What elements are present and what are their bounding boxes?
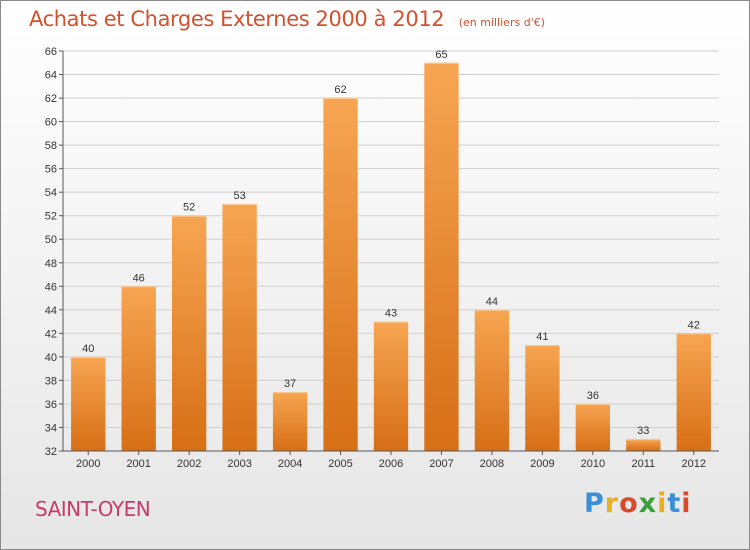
value-label: 40: [82, 343, 94, 355]
bar-2010: [575, 403, 611, 451]
chart-title: Achats et Charges Externes 2000 à 2012: [29, 7, 445, 31]
logo-letter: i: [657, 488, 668, 519]
y-tick-label: 56: [45, 164, 57, 176]
bar-2006: [373, 321, 409, 451]
y-tick-label: 46: [45, 281, 57, 293]
logo-letter: o: [619, 488, 639, 519]
value-label: 62: [334, 84, 346, 96]
logo-letter: i: [681, 488, 692, 519]
x-tick-label: 2006: [379, 458, 403, 470]
logo-letter: t: [667, 488, 682, 519]
y-tick-label: 36: [45, 399, 57, 411]
x-tick-label: 2008: [480, 458, 504, 470]
logo-letter: x: [638, 488, 658, 519]
value-label: 65: [435, 49, 447, 61]
x-tick-label: 2007: [429, 458, 453, 470]
bar-2011: [626, 439, 661, 451]
labels: 40 2000 46 2001 52 2002 53 2003 37 2004 62 2005 43 20…: [76, 49, 706, 470]
y-tick-label: 58: [45, 140, 57, 152]
bar-2008: [474, 309, 510, 451]
y-tick-label: 40: [45, 352, 57, 364]
x-tick-label: 2011: [631, 458, 655, 470]
y-tick-label: 50: [45, 234, 57, 246]
value-label: 43: [385, 308, 397, 320]
x-tick-label: 2010: [581, 458, 605, 470]
bar-2000: [71, 356, 106, 451]
y-tick-label: 64: [45, 70, 57, 82]
x-tick-label: 2012: [682, 458, 706, 470]
logo-letter: P: [584, 488, 605, 519]
value-label: 52: [183, 202, 195, 214]
y-tick-label: 48: [45, 258, 57, 270]
value-label: 42: [688, 319, 700, 331]
bar-2007: [424, 62, 459, 451]
y-tick-label: 34: [45, 422, 57, 434]
bar-2001: [121, 286, 156, 451]
bars: [71, 62, 711, 451]
value-label: 41: [536, 331, 548, 343]
chart-subtitle: (en milliers d'€): [458, 16, 545, 29]
value-label: 36: [587, 390, 599, 402]
bar-2005: [323, 98, 358, 451]
bar-2002: [171, 215, 207, 451]
y-tick-label: 54: [45, 187, 57, 199]
y-tick-label: 52: [45, 211, 57, 223]
proxiti-logo[interactable]: Proxiti: [584, 488, 692, 519]
y-tick-label: 62: [45, 93, 57, 105]
value-label: 46: [133, 272, 145, 284]
bar-2003: [222, 203, 257, 451]
commune-name: SAINT-OYEN: [35, 497, 151, 521]
value-label: 33: [637, 425, 649, 437]
bar-2004: [272, 392, 308, 451]
title-row: Achats et Charges Externes 2000 à 2012 (…: [29, 7, 545, 31]
x-tick-label: 2001: [126, 458, 150, 470]
y-tick-label: 42: [45, 328, 57, 340]
y-tick-label: 44: [45, 305, 57, 317]
x-tick-label: 2000: [76, 458, 100, 470]
axes: 32 34 36 38 40 42 44 46 48 50 52 54 56 58 60 62 64 66: [45, 46, 719, 458]
y-tick-label: 66: [45, 46, 57, 58]
x-tick-label: 2002: [177, 458, 201, 470]
y-tick-label: 32: [45, 446, 57, 458]
x-tick-label: 2004: [278, 458, 302, 470]
bar-2009: [525, 345, 560, 451]
y-tick-label: 60: [45, 117, 57, 129]
value-label: 53: [233, 190, 245, 202]
x-tick-label: 2003: [227, 458, 251, 470]
value-label: 37: [284, 378, 296, 390]
x-tick-label: 2009: [530, 458, 554, 470]
value-label: 44: [486, 296, 498, 308]
y-tick-label: 38: [45, 375, 57, 387]
logo-letter: r: [604, 488, 620, 519]
bar-2012: [676, 333, 711, 451]
x-tick-label: 2005: [328, 458, 352, 470]
